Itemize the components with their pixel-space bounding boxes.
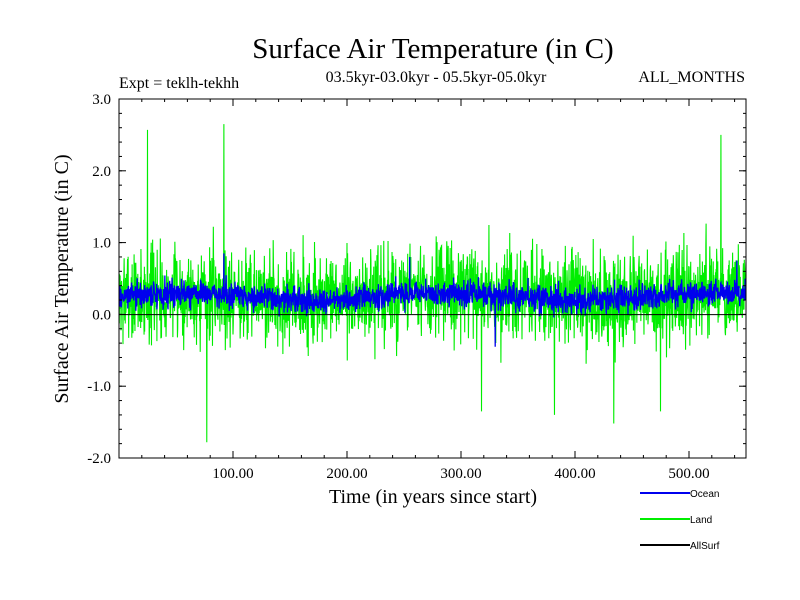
legend-label-allsurf: AllSurf	[690, 541, 720, 552]
period-label: 03.5kyr-03.0kyr - 05.5kyr-05.0kyr	[326, 69, 547, 86]
x-tick-label: 500.00	[668, 466, 709, 482]
y-tick-label: 2.0	[92, 164, 111, 180]
y-tick-label: 3.0	[92, 92, 111, 108]
plot-frame	[118, 98, 747, 459]
y-tick-label: 0.0	[92, 307, 111, 323]
y-axis-label: Surface Air Temperature (in C)	[51, 154, 73, 403]
months-label: ALL_MONTHS	[638, 69, 745, 86]
x-tick-label: 100.00	[212, 466, 253, 482]
legend-label-ocean: Ocean	[690, 489, 719, 500]
y-tick-label: -1.0	[87, 379, 111, 395]
tick-layer: -2.0 -1.0 0.0 1.0 2.0 3.0 100.00 200.00 300.00 40…	[87, 92, 746, 482]
legend: Ocean Land AllSurf	[640, 489, 720, 552]
y-tick-label: 1.0	[92, 236, 111, 252]
legend-label-land: Land	[690, 515, 712, 526]
series-line-land	[119, 124, 746, 443]
y-tick-label: -2.0	[87, 451, 111, 467]
series-layer	[119, 124, 746, 443]
experiment-label: Expt = teklh-tekhh	[119, 75, 239, 92]
series-line-ocean	[119, 253, 746, 347]
x-axis-label: Time (in years since start)	[329, 486, 537, 508]
chart-title: Surface Air Temperature (in C)	[252, 33, 613, 65]
x-tick-label: 400.00	[554, 466, 595, 482]
x-tick-label: 300.00	[440, 466, 481, 482]
x-tick-label: 200.00	[326, 466, 367, 482]
